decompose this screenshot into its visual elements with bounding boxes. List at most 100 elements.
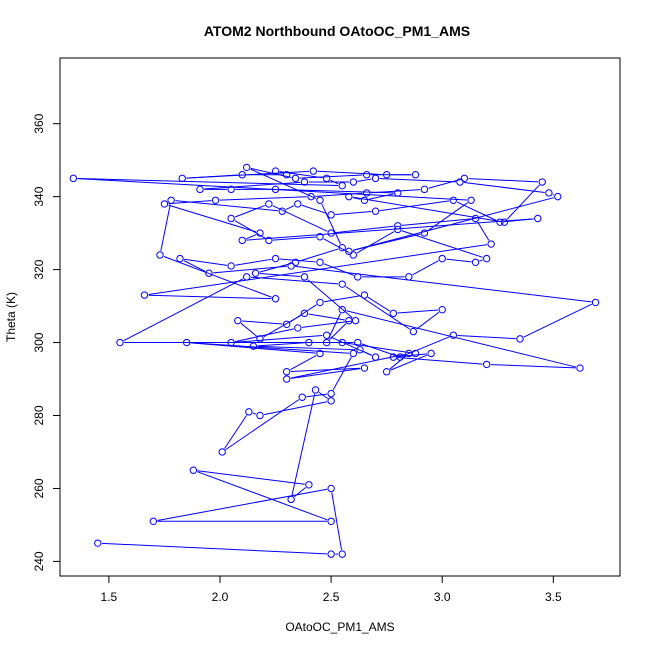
data-point	[354, 338, 362, 347]
data-point	[69, 174, 78, 183]
data-point	[409, 327, 418, 336]
data-point	[456, 178, 464, 186]
series-segment	[299, 174, 363, 179]
data-point	[394, 222, 402, 230]
data-point	[227, 214, 235, 223]
series-segment	[224, 415, 247, 449]
series-segment	[479, 259, 483, 262]
series-segment	[148, 294, 272, 300]
series-segment	[290, 353, 405, 379]
series-segment	[367, 296, 391, 312]
series-segment	[168, 204, 257, 233]
y-tick-label: 320	[32, 259, 46, 279]
data-point	[316, 233, 324, 241]
data-point	[327, 229, 335, 237]
series-segment	[477, 221, 490, 241]
data-point	[238, 236, 246, 245]
data-point	[420, 229, 429, 237]
data-point	[351, 316, 360, 325]
data-point	[242, 163, 251, 172]
series-segment	[101, 542, 327, 555]
series-segment	[259, 262, 292, 273]
data-point	[327, 397, 335, 405]
data-point	[356, 346, 364, 354]
series-segment	[273, 236, 316, 241]
data-point	[516, 335, 524, 343]
y-axis-label: Theta (K)	[4, 292, 18, 342]
series-segment	[184, 258, 228, 266]
data-point	[265, 236, 273, 245]
series-segment	[259, 273, 301, 278]
data-point	[149, 517, 158, 525]
series-segment	[241, 320, 283, 325]
data-point	[360, 196, 369, 204]
data-point	[338, 280, 346, 288]
data-point	[449, 331, 458, 339]
series-segment	[225, 399, 300, 451]
series-segment	[234, 204, 266, 218]
series-segment	[294, 487, 306, 498]
series-segment	[197, 470, 305, 485]
series-points	[69, 163, 600, 558]
data-point	[227, 338, 235, 347]
series-segment	[240, 322, 258, 337]
series-segment	[352, 197, 361, 200]
data-point	[196, 185, 204, 194]
data-point	[189, 466, 198, 474]
data-point	[482, 360, 491, 369]
series-segment	[235, 328, 294, 343]
plot-frame	[59, 57, 621, 577]
series-segment	[306, 393, 328, 398]
series-segment	[291, 393, 316, 496]
series-segment	[352, 233, 421, 251]
series-segment	[213, 265, 287, 274]
data-point	[371, 207, 380, 215]
data-point	[167, 196, 175, 204]
series-segment	[190, 342, 316, 354]
chart-title: ATOM2 Northbound OAtoOC_PM1_AMS	[204, 23, 470, 39]
data-point	[234, 316, 242, 325]
data-point	[282, 375, 291, 383]
series-segment	[235, 258, 272, 266]
data-point	[327, 211, 335, 219]
data-point	[360, 364, 369, 372]
data-point	[311, 386, 320, 394]
series-segment	[301, 320, 352, 328]
data-point	[316, 298, 324, 307]
data-point	[256, 411, 264, 420]
series-segment	[379, 200, 450, 212]
data-point	[487, 240, 495, 248]
series-segment	[163, 256, 272, 298]
data-point	[307, 192, 315, 201]
data-point	[349, 178, 358, 186]
series-segment	[346, 342, 412, 354]
series-segment	[299, 248, 339, 262]
data-point	[345, 316, 353, 325]
series-segment	[363, 351, 372, 356]
series-segment	[308, 313, 345, 321]
series-segment	[160, 204, 171, 251]
data-point	[278, 207, 286, 215]
data-point	[176, 254, 184, 263]
data-point	[316, 349, 324, 358]
series-segment	[290, 355, 317, 371]
data-point	[345, 192, 353, 201]
x-tick-label: 3.0	[434, 590, 451, 604]
series-segment	[490, 364, 576, 369]
series-segment	[123, 278, 244, 342]
data-point	[438, 306, 446, 314]
series-segment	[290, 367, 361, 373]
series-segment	[468, 178, 539, 183]
y-tick-label: 260	[32, 478, 46, 498]
data-point	[282, 171, 291, 179]
series-segment	[245, 234, 257, 240]
x-tick-label: 3.5	[545, 590, 562, 604]
series-segment	[246, 218, 534, 241]
data-point	[218, 448, 226, 456]
data-point	[471, 258, 480, 266]
series-segment	[352, 196, 501, 222]
series-segment	[427, 202, 468, 232]
series-segment	[257, 342, 305, 347]
series-segment	[317, 170, 383, 176]
data-point	[460, 174, 469, 183]
